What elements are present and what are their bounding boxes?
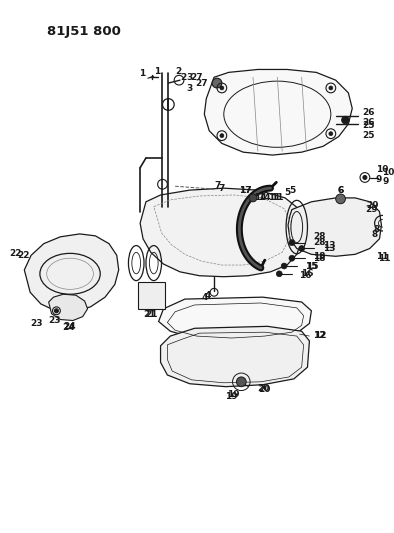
Text: 7: 7 — [219, 184, 225, 192]
Text: 13: 13 — [323, 241, 336, 250]
Text: 9: 9 — [375, 175, 382, 184]
Text: 14: 14 — [258, 193, 271, 203]
Text: 2: 2 — [175, 67, 181, 76]
Text: 9: 9 — [383, 177, 389, 186]
Circle shape — [236, 377, 246, 386]
Bar — [138, 281, 165, 309]
Text: 20: 20 — [258, 385, 270, 394]
Text: 8: 8 — [372, 230, 378, 239]
Text: 24: 24 — [64, 322, 76, 331]
Polygon shape — [204, 69, 352, 155]
Text: 10: 10 — [383, 168, 394, 177]
Text: 1: 1 — [139, 69, 145, 78]
Circle shape — [249, 194, 257, 202]
Text: 17: 17 — [239, 185, 251, 195]
Text: 28: 28 — [313, 238, 326, 247]
Text: 26: 26 — [362, 117, 374, 126]
Text: 21: 21 — [143, 310, 156, 319]
Text: 2: 2 — [180, 72, 186, 82]
Text: 8: 8 — [374, 224, 380, 233]
Text: 22: 22 — [17, 251, 30, 260]
Text: 27: 27 — [195, 78, 208, 87]
Text: 11: 11 — [375, 252, 388, 261]
Text: 13: 13 — [323, 244, 336, 253]
Circle shape — [54, 309, 58, 313]
Text: 11: 11 — [268, 193, 281, 203]
Circle shape — [336, 194, 346, 204]
Circle shape — [329, 132, 333, 135]
Circle shape — [212, 78, 222, 88]
Text: 6: 6 — [337, 185, 344, 195]
Text: 29: 29 — [366, 201, 379, 210]
Circle shape — [299, 246, 305, 252]
Text: 25: 25 — [362, 122, 374, 131]
Text: 24: 24 — [62, 323, 74, 332]
Circle shape — [342, 116, 349, 124]
Text: 12: 12 — [314, 330, 327, 340]
Text: 18: 18 — [313, 254, 326, 263]
Text: 16: 16 — [301, 269, 313, 278]
Text: 5: 5 — [289, 185, 295, 195]
Text: 4: 4 — [205, 290, 212, 300]
Text: 19: 19 — [227, 390, 240, 399]
Text: 20: 20 — [257, 384, 269, 393]
Text: 21: 21 — [145, 310, 158, 319]
Text: 3: 3 — [187, 72, 193, 82]
Circle shape — [363, 175, 367, 180]
Text: 5: 5 — [284, 188, 290, 197]
Polygon shape — [24, 234, 119, 312]
Text: 17: 17 — [239, 185, 251, 195]
Polygon shape — [140, 188, 304, 277]
Polygon shape — [160, 326, 309, 386]
Text: 25: 25 — [362, 131, 374, 140]
Text: 12: 12 — [313, 330, 326, 340]
Circle shape — [329, 86, 333, 90]
Text: 10: 10 — [375, 165, 388, 174]
Polygon shape — [159, 297, 311, 340]
Text: 11: 11 — [377, 254, 390, 263]
Circle shape — [276, 271, 282, 277]
Text: 3: 3 — [187, 84, 193, 93]
Text: 1: 1 — [154, 67, 161, 76]
Text: 7: 7 — [214, 181, 221, 190]
Polygon shape — [288, 198, 381, 256]
Text: 19: 19 — [225, 392, 238, 401]
Text: 4: 4 — [201, 293, 208, 302]
Text: 27: 27 — [190, 72, 203, 82]
Text: 23: 23 — [48, 316, 61, 325]
Circle shape — [289, 255, 295, 261]
Text: 23: 23 — [31, 319, 43, 328]
Circle shape — [289, 240, 295, 246]
Text: 18: 18 — [313, 252, 326, 261]
Polygon shape — [48, 294, 87, 320]
Circle shape — [220, 134, 224, 138]
Text: 11: 11 — [271, 193, 284, 203]
Text: 16: 16 — [299, 271, 311, 280]
Text: 6: 6 — [337, 185, 344, 195]
Text: 28: 28 — [313, 232, 326, 241]
Text: 29: 29 — [365, 205, 377, 214]
Text: 81J51 800: 81J51 800 — [47, 25, 121, 38]
Circle shape — [281, 263, 287, 269]
Circle shape — [220, 86, 224, 90]
Text: 26: 26 — [362, 108, 374, 117]
Text: 15: 15 — [305, 262, 318, 271]
Text: 15: 15 — [305, 262, 317, 271]
Text: 14: 14 — [255, 193, 267, 203]
Text: 22: 22 — [9, 249, 22, 258]
